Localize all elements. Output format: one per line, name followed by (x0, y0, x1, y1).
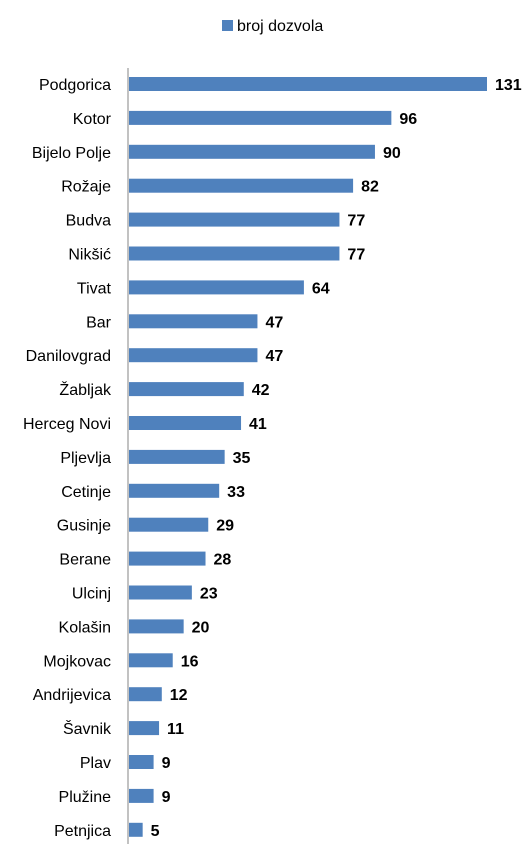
bar (129, 822, 143, 837)
category-label: Kolašin (59, 619, 111, 636)
category-label: Ulcinj (72, 586, 111, 603)
bar (129, 144, 375, 159)
category-label: Mojkovac (43, 653, 111, 670)
data-label: 29 (216, 518, 234, 535)
data-label: 42 (252, 382, 270, 399)
bar (129, 77, 487, 91)
bar (129, 483, 220, 498)
plot-area: Podgorica 131 Kotor 96 Bijelo Polje 90 Rožaje 8… (23, 77, 522, 840)
category-label: Herceg Novi (23, 416, 111, 433)
data-label: 90 (383, 145, 401, 162)
data-label: 35 (233, 450, 251, 467)
data-label: 12 (170, 687, 188, 704)
bar (129, 382, 244, 397)
data-label: 82 (361, 179, 379, 196)
data-label: 20 (192, 619, 210, 636)
category-label: Podgorica (39, 77, 111, 94)
bar (129, 449, 225, 464)
data-label: 64 (312, 280, 330, 297)
bar (129, 619, 184, 634)
category-label: Plužine (59, 789, 112, 806)
data-label: 77 (347, 247, 365, 264)
bar (129, 314, 258, 329)
category-label: Kotor (73, 111, 112, 128)
category-label: Bijelo Polje (32, 145, 111, 162)
bar (129, 551, 206, 566)
bar (129, 755, 154, 769)
bar (129, 653, 173, 668)
category-label: Bar (86, 314, 112, 331)
bar (129, 517, 209, 532)
category-label: Cetinje (61, 484, 111, 501)
category-label: Plav (80, 755, 111, 772)
bar (129, 212, 340, 227)
data-label: 16 (181, 653, 199, 670)
legend-swatch (222, 20, 233, 31)
category-label: Rožaje (61, 179, 111, 196)
category-label: Petnjica (54, 823, 111, 840)
data-label: 11 (167, 721, 184, 738)
legend-label: broj dozvola (237, 18, 323, 35)
bar (129, 246, 340, 261)
bar (129, 280, 304, 295)
data-label: 47 (265, 348, 283, 365)
data-label: 9 (162, 789, 171, 806)
data-label: 47 (265, 314, 283, 331)
category-label: Berane (59, 552, 111, 569)
data-label: 41 (249, 416, 267, 433)
category-label: Nikšić (68, 247, 111, 264)
data-label: 23 (200, 586, 218, 603)
bar (129, 110, 392, 125)
bar (129, 178, 354, 193)
category-label: Danilovgrad (26, 348, 111, 365)
bar (129, 721, 160, 736)
category-label: Pljevlja (60, 450, 111, 467)
bar (129, 585, 192, 600)
category-label: Budva (66, 213, 111, 230)
bar (129, 416, 242, 430)
category-label: Andrijevica (33, 687, 111, 704)
data-label: 5 (151, 823, 160, 840)
data-label: 77 (347, 213, 365, 230)
legend: broj dozvola (222, 18, 323, 35)
bar (129, 788, 154, 803)
data-label: 28 (214, 552, 232, 569)
bar (129, 348, 258, 363)
data-label: 96 (399, 111, 417, 128)
bar (129, 687, 162, 702)
category-label: Tivat (77, 280, 112, 297)
data-label: 131 (495, 77, 522, 94)
category-label: Šavnik (63, 719, 112, 738)
category-label: Žabljak (59, 380, 112, 399)
category-label: Gusinje (57, 518, 111, 535)
data-label: 9 (162, 755, 171, 772)
data-label: 33 (227, 484, 245, 501)
